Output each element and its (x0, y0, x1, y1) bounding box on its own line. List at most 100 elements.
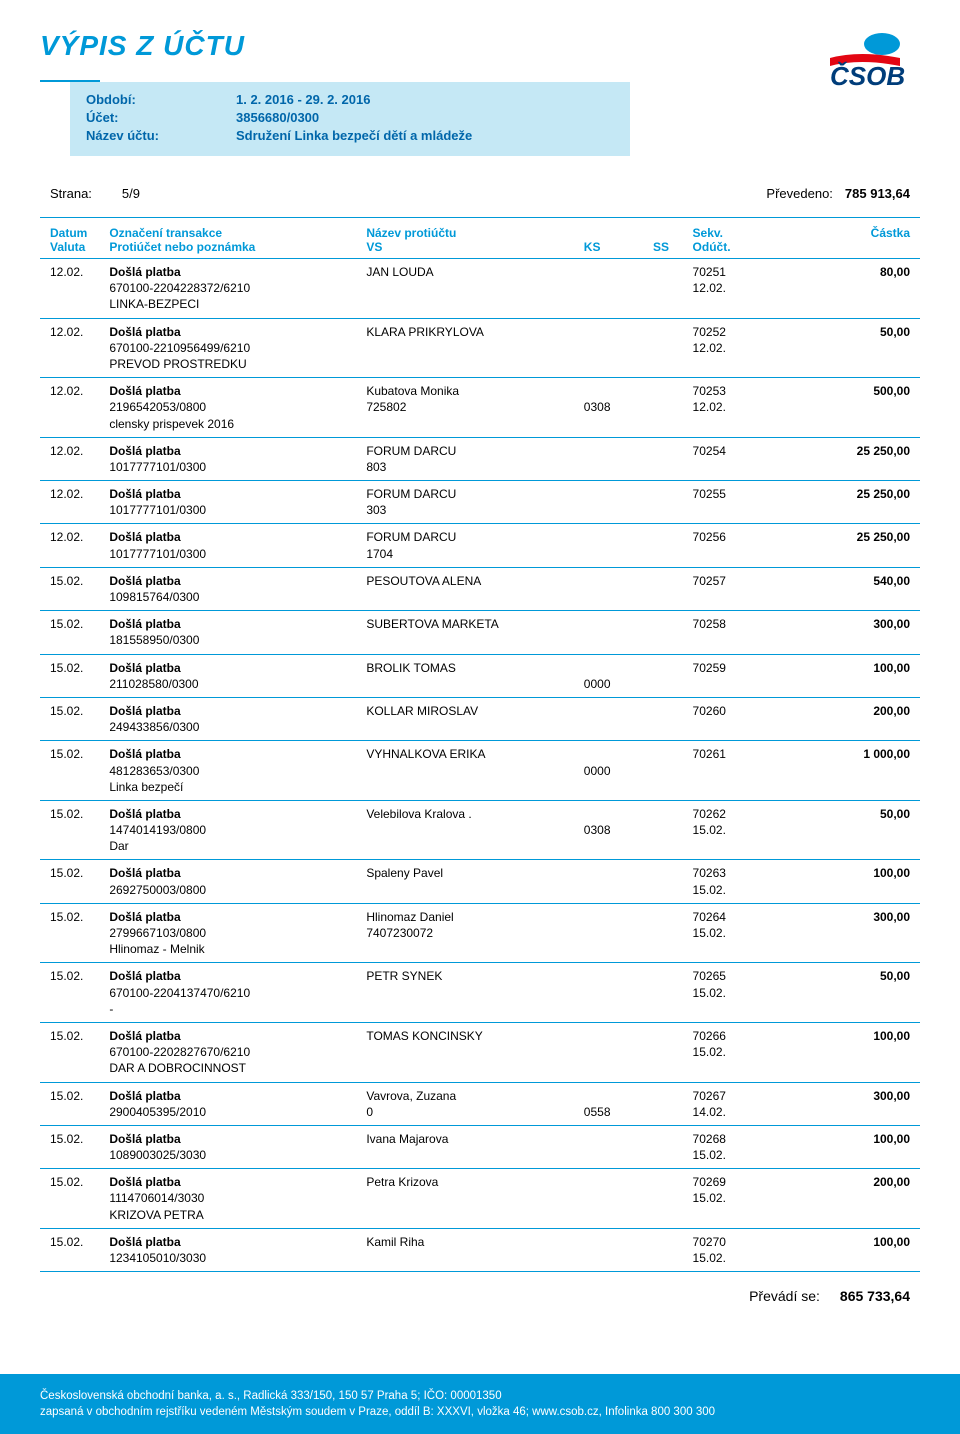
bank-logo: ČSOB (790, 30, 920, 93)
tx-acct: 249433856/0300 (109, 719, 366, 735)
tx-name: FORUM DARCU (366, 443, 583, 459)
hdr-ks: KS (584, 240, 653, 254)
tx-name: PETR SYNEK (366, 968, 583, 984)
hdr-amount: Částka (762, 226, 910, 240)
hdr-oduct: Odúčt. (693, 240, 762, 254)
tx-amount: 50,00 (762, 968, 910, 984)
tx-ks: 0558 (584, 1104, 653, 1120)
tx-sekv: 70256 (693, 529, 762, 545)
tx-date: 15.02. (50, 573, 109, 589)
tx-ks: 0000 (584, 763, 653, 779)
account-label: Účet: (86, 110, 236, 125)
tx-name: Vavrova, Zuzana (366, 1088, 583, 1104)
tx-type: Došlá platba (109, 1131, 366, 1147)
tx-type: Došlá platba (109, 1088, 366, 1104)
tx-date: 15.02. (50, 1234, 109, 1250)
header-left: VÝPIS Z ÚČTU Období: 1. 2. 2016 - 29. 2.… (40, 30, 790, 156)
tx-oduct: 14.02. (693, 1104, 762, 1120)
tx-name: VYHNALKOVA ERIKA (366, 746, 583, 762)
tx-vs: 303 (366, 502, 583, 518)
tx-acct: 1089003025/3030 (109, 1147, 366, 1163)
tx-name: KOLLAR MIROSLAV (366, 703, 583, 719)
tx-ks: 0000 (584, 676, 653, 692)
summary-value: 865 733,64 (840, 1288, 910, 1304)
tx-amount: 25 250,00 (762, 443, 910, 459)
tx-name: Kamil Riha (366, 1234, 583, 1250)
table-row: 15.02.Došlá platbaVYHNALKOVA ERIKA702611… (40, 740, 920, 800)
account-value: 3856680/0300 (236, 110, 319, 125)
tx-date: 15.02. (50, 865, 109, 881)
tx-vs: 7407230072 (366, 925, 583, 941)
tx-name: Velebilova Kralova . (366, 806, 583, 822)
table-row: 15.02.Došlá platbaHlinomaz Daniel7026430… (40, 903, 920, 963)
tx-note: clensky prispevek 2016 (109, 416, 366, 432)
tx-oduct: 15.02. (693, 985, 762, 1001)
account-row: Účet: 3856680/0300 (86, 110, 614, 125)
table-row: 12.02.Došlá platbaFORUM DARCU7025525 250… (40, 480, 920, 523)
tx-sekv: 70257 (693, 573, 762, 589)
tx-note: DAR A DOBROCINNOST (109, 1060, 366, 1076)
tx-oduct: 12.02. (693, 280, 762, 296)
tx-type: Došlá platba (109, 264, 366, 280)
tx-type: Došlá platba (109, 616, 366, 632)
tx-vs: 725802 (366, 399, 583, 415)
tx-acct: 2799667103/0800 (109, 925, 366, 941)
tx-sekv: 70255 (693, 486, 762, 502)
tx-vs: 803 (366, 459, 583, 475)
tx-amount: 300,00 (762, 909, 910, 925)
tx-acct: 670100-2210956499/6210 (109, 340, 366, 356)
table-row: 15.02.Došlá platbaVavrova, Zuzana7026730… (40, 1082, 920, 1125)
meta-right: Převedeno: 785 913,64 (766, 186, 910, 201)
tx-sekv: 70261 (693, 746, 762, 762)
tx-type: Došlá platba (109, 383, 366, 399)
tx-ks: 0308 (584, 822, 653, 838)
tx-amount: 100,00 (762, 1028, 910, 1044)
tx-type: Došlá platba (109, 909, 366, 925)
tx-name: SUBERTOVA MARKETA (366, 616, 583, 632)
tx-type: Došlá platba (109, 660, 366, 676)
tx-type: Došlá platba (109, 573, 366, 589)
table-row: 15.02.Došlá platbaSUBERTOVA MARKETA70258… (40, 610, 920, 653)
tx-amount: 1 000,00 (762, 746, 910, 762)
tx-name: Spaleny Pavel (366, 865, 583, 881)
tx-note: - (109, 1001, 366, 1017)
tx-type: Došlá platba (109, 443, 366, 459)
tx-sekv: 70262 (693, 806, 762, 822)
tx-note: KRIZOVA PETRA (109, 1207, 366, 1223)
tx-name: Petra Krizova (366, 1174, 583, 1190)
tx-sekv: 70267 (693, 1088, 762, 1104)
tx-name: Hlinomaz Daniel (366, 909, 583, 925)
col-name: Název protiúčtu VS (366, 226, 583, 254)
tx-amount: 25 250,00 (762, 486, 910, 502)
table-row: 12.02.Došlá platbaFORUM DARCU7025425 250… (40, 437, 920, 480)
table-row: 15.02.Došlá platbaTOMAS KONCINSKY7026610… (40, 1022, 920, 1082)
tx-oduct: 15.02. (693, 882, 762, 898)
tx-type: Došlá platba (109, 1234, 366, 1250)
tx-date: 12.02. (50, 443, 109, 459)
hdr-note: Protiúčet nebo poznámka (109, 240, 366, 254)
tx-date: 12.02. (50, 486, 109, 502)
tx-sekv: 70270 (693, 1234, 762, 1250)
hdr-valuta: Valuta (50, 240, 109, 254)
tx-sekv: 70263 (693, 865, 762, 881)
tx-amount: 50,00 (762, 806, 910, 822)
tx-amount: 500,00 (762, 383, 910, 399)
tx-amount: 25 250,00 (762, 529, 910, 545)
tx-amount: 50,00 (762, 324, 910, 340)
tx-date: 15.02. (50, 806, 109, 822)
tx-date: 12.02. (50, 264, 109, 280)
tx-date: 15.02. (50, 909, 109, 925)
col-sekv: Sekv. Odúčt. (693, 226, 762, 254)
tx-amount: 200,00 (762, 1174, 910, 1190)
tx-oduct: 12.02. (693, 340, 762, 356)
col-amount: Částka (762, 226, 910, 254)
tx-note: Linka bezpečí (109, 779, 366, 795)
col-date: Datum Valuta (50, 226, 109, 254)
tx-type: Došlá platba (109, 746, 366, 762)
period-row: Období: 1. 2. 2016 - 29. 2. 2016 (86, 92, 614, 107)
tx-date: 15.02. (50, 968, 109, 984)
col-label: Označení transakce Protiúčet nebo poznám… (109, 226, 366, 254)
tx-sekv: 70252 (693, 324, 762, 340)
tx-type: Došlá platba (109, 968, 366, 984)
tx-amount: 100,00 (762, 1131, 910, 1147)
